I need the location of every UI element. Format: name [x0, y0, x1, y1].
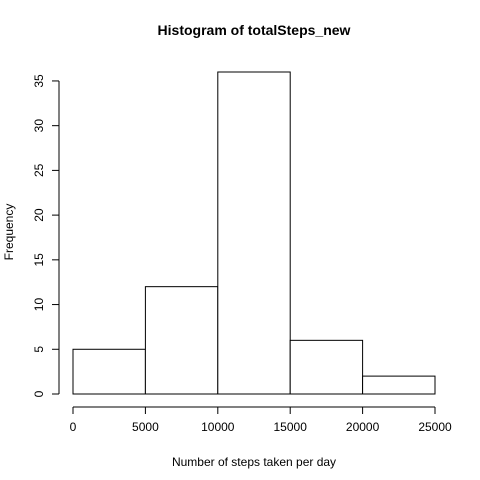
y-tick-label: 0	[32, 390, 46, 397]
histogram-bar-0	[72, 348, 146, 395]
y-tick-label: 30	[32, 119, 46, 133]
y-tick-label: 35	[32, 74, 46, 88]
bars-group	[72, 71, 436, 395]
histogram-bar-4	[362, 375, 436, 395]
x-tick-label: 15000	[274, 420, 308, 434]
x-tick-label: 0	[70, 420, 77, 434]
y-tick-label: 10	[32, 298, 46, 312]
histogram-bar-3	[289, 339, 364, 395]
x-axis: 0 5000 10000 15000 20000 25000	[70, 406, 452, 434]
x-tick-label: 5000	[132, 420, 159, 434]
y-axis-label: Frequency	[2, 204, 16, 261]
y-tick-label: 5	[32, 346, 46, 353]
y-axis: 0 5 10 15 20 25 30 35	[32, 74, 60, 397]
y-tick-label: 20	[32, 208, 46, 222]
x-tick-label: 10000	[201, 420, 235, 434]
y-tick-label: 25	[32, 163, 46, 177]
y-tick-label: 15	[32, 253, 46, 267]
x-tick-label: 25000	[418, 420, 452, 434]
x-tick-label: 20000	[346, 420, 380, 434]
chart-title: Histogram of totalSteps_new	[158, 22, 351, 38]
histogram-bar-2	[217, 71, 291, 395]
x-axis-label: Number of steps taken per day	[172, 455, 336, 469]
histogram-bar-1	[144, 286, 219, 395]
